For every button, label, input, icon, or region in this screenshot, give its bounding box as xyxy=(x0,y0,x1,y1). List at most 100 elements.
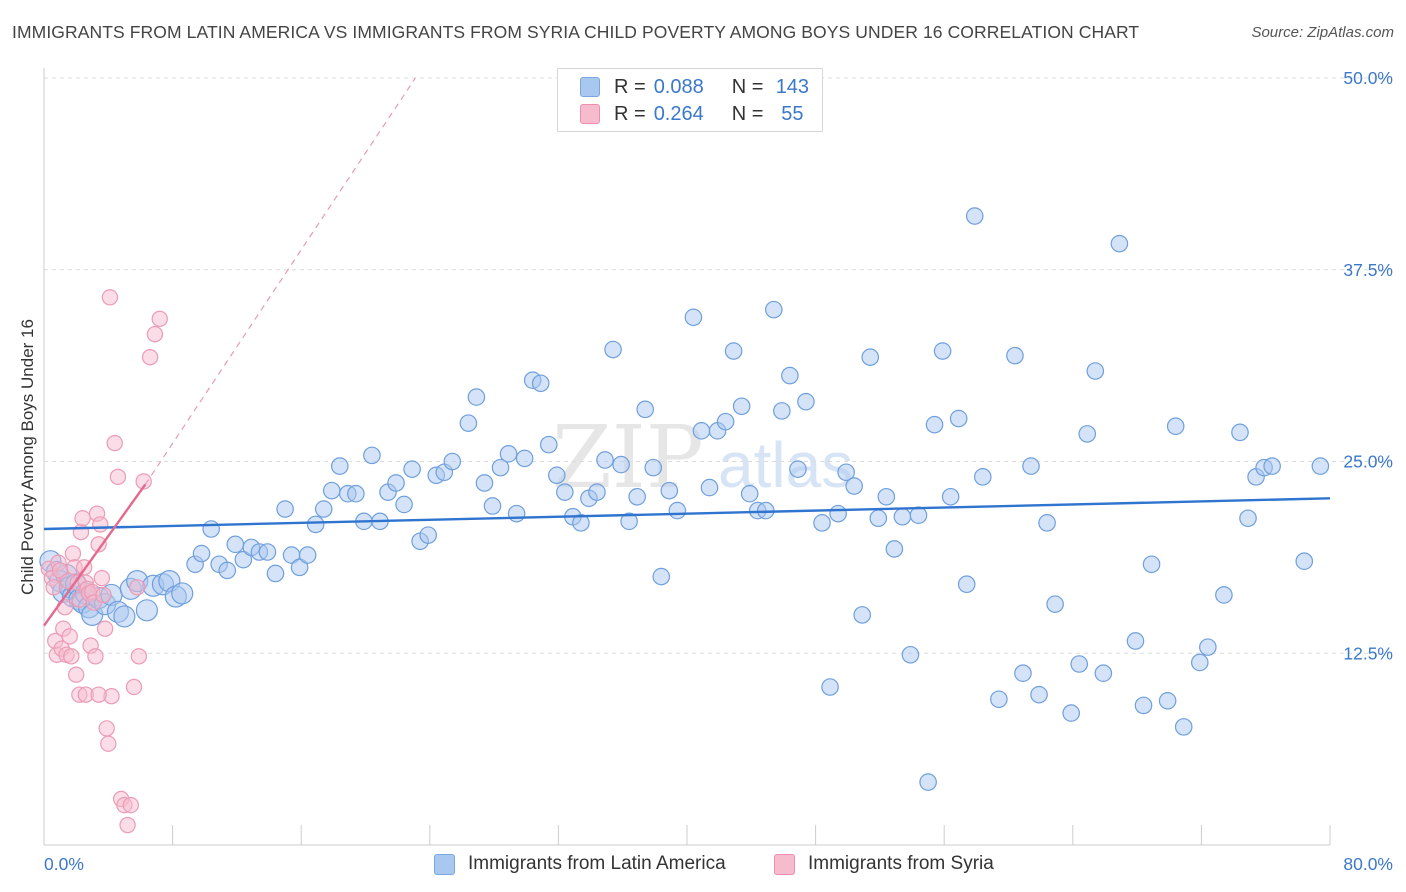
series-latin-america xyxy=(39,207,1330,791)
data-point xyxy=(234,550,253,569)
data-point xyxy=(322,481,341,500)
data-point xyxy=(990,690,1008,709)
data-point xyxy=(740,484,759,503)
y-tick-label: 50.0% xyxy=(1343,68,1393,88)
data-point xyxy=(644,458,663,477)
data-point xyxy=(141,348,159,366)
data-point xyxy=(901,645,920,664)
data-point xyxy=(125,678,143,696)
data-point xyxy=(556,483,574,501)
data-point xyxy=(298,546,317,564)
y-tick-label: 12.5% xyxy=(1343,643,1393,663)
data-point xyxy=(700,478,719,497)
data-point xyxy=(387,474,405,492)
data-point xyxy=(266,564,285,583)
data-point xyxy=(129,579,146,596)
watermark-zip: ZIP xyxy=(552,408,704,508)
data-point xyxy=(1134,696,1153,715)
data-point xyxy=(1142,555,1161,574)
data-point xyxy=(100,735,117,752)
data-point xyxy=(1014,664,1032,682)
data-point xyxy=(692,422,711,440)
trend-line xyxy=(43,483,147,627)
legend-r-label: R = xyxy=(614,102,646,125)
data-point xyxy=(290,558,309,577)
data-point xyxy=(95,586,112,604)
data-point xyxy=(483,497,502,515)
data-point xyxy=(507,504,526,523)
data-point xyxy=(596,451,614,469)
data-point xyxy=(1231,423,1249,442)
data-point xyxy=(957,575,976,594)
data-point xyxy=(869,509,888,528)
bottom-legend-swatch-latin-america xyxy=(434,853,455,875)
legend-row-latin-america: R = 0.088 N = 143 xyxy=(580,74,812,100)
data-point xyxy=(106,434,123,452)
trend-line-extension xyxy=(144,77,416,485)
data-point xyxy=(258,543,277,561)
data-point xyxy=(732,397,751,416)
data-point xyxy=(636,400,655,419)
trend-lines xyxy=(43,77,1331,627)
data-point xyxy=(218,561,237,580)
data-point xyxy=(604,340,622,359)
data-point xyxy=(63,648,80,665)
data-point xyxy=(90,686,107,703)
legend-swatch-latin-america xyxy=(580,77,600,97)
watermark-atlas: atlas xyxy=(718,429,853,501)
data-point xyxy=(1263,457,1281,475)
data-point xyxy=(813,514,831,532)
data-point xyxy=(893,507,912,526)
series-syria xyxy=(40,289,168,834)
data-point xyxy=(130,648,148,665)
data-point xyxy=(965,207,984,225)
data-point xyxy=(877,487,896,506)
data-point xyxy=(347,484,365,503)
data-point xyxy=(933,342,952,360)
legend-n-label: N = xyxy=(731,102,764,125)
y-axis-label: Child Poverty Among Boys Under 16 xyxy=(18,319,37,595)
data-point xyxy=(789,460,807,478)
legend-n-label: N = xyxy=(731,75,764,98)
data-point xyxy=(226,535,245,554)
data-point xyxy=(612,455,630,474)
data-point xyxy=(1086,362,1105,380)
data-point xyxy=(853,606,872,624)
data-point xyxy=(363,446,381,465)
data-point xyxy=(684,308,703,327)
data-point xyxy=(949,409,968,428)
data-point xyxy=(113,605,136,628)
data-point xyxy=(919,773,937,791)
data-point xyxy=(1199,638,1217,656)
data-point xyxy=(1239,509,1257,528)
data-point xyxy=(515,449,534,468)
data-point xyxy=(135,599,158,622)
data-point xyxy=(467,388,486,406)
axes xyxy=(43,68,1331,846)
data-point xyxy=(419,526,437,544)
data-point xyxy=(797,392,815,411)
data-point xyxy=(64,545,82,562)
data-point xyxy=(1046,595,1064,613)
data-point xyxy=(941,487,960,506)
correlation-legend: R = 0.088 N = 143 R = 0.264 N = 55 xyxy=(557,68,823,132)
data-point xyxy=(845,477,863,495)
data-point xyxy=(314,500,333,518)
data-point xyxy=(306,515,325,534)
data-point xyxy=(1110,234,1129,253)
legend-r-value: 0.264 xyxy=(653,102,704,125)
data-point xyxy=(716,412,735,431)
trend-line xyxy=(43,497,1331,531)
data-point xyxy=(668,501,687,520)
source-label: Source: ZipAtlas.com xyxy=(1251,24,1394,41)
data-point xyxy=(87,648,104,665)
data-point xyxy=(1158,692,1177,710)
data-point xyxy=(861,348,880,366)
bottom-legend-swatch-syria xyxy=(774,853,795,875)
data-point xyxy=(1190,653,1209,672)
data-point xyxy=(74,510,91,527)
bottom-legend-syria: Immigrants from Syria xyxy=(774,852,994,876)
data-point xyxy=(829,504,847,523)
data-point xyxy=(119,816,136,834)
bottom-legend-label-syria: Immigrants from Syria xyxy=(808,853,994,874)
